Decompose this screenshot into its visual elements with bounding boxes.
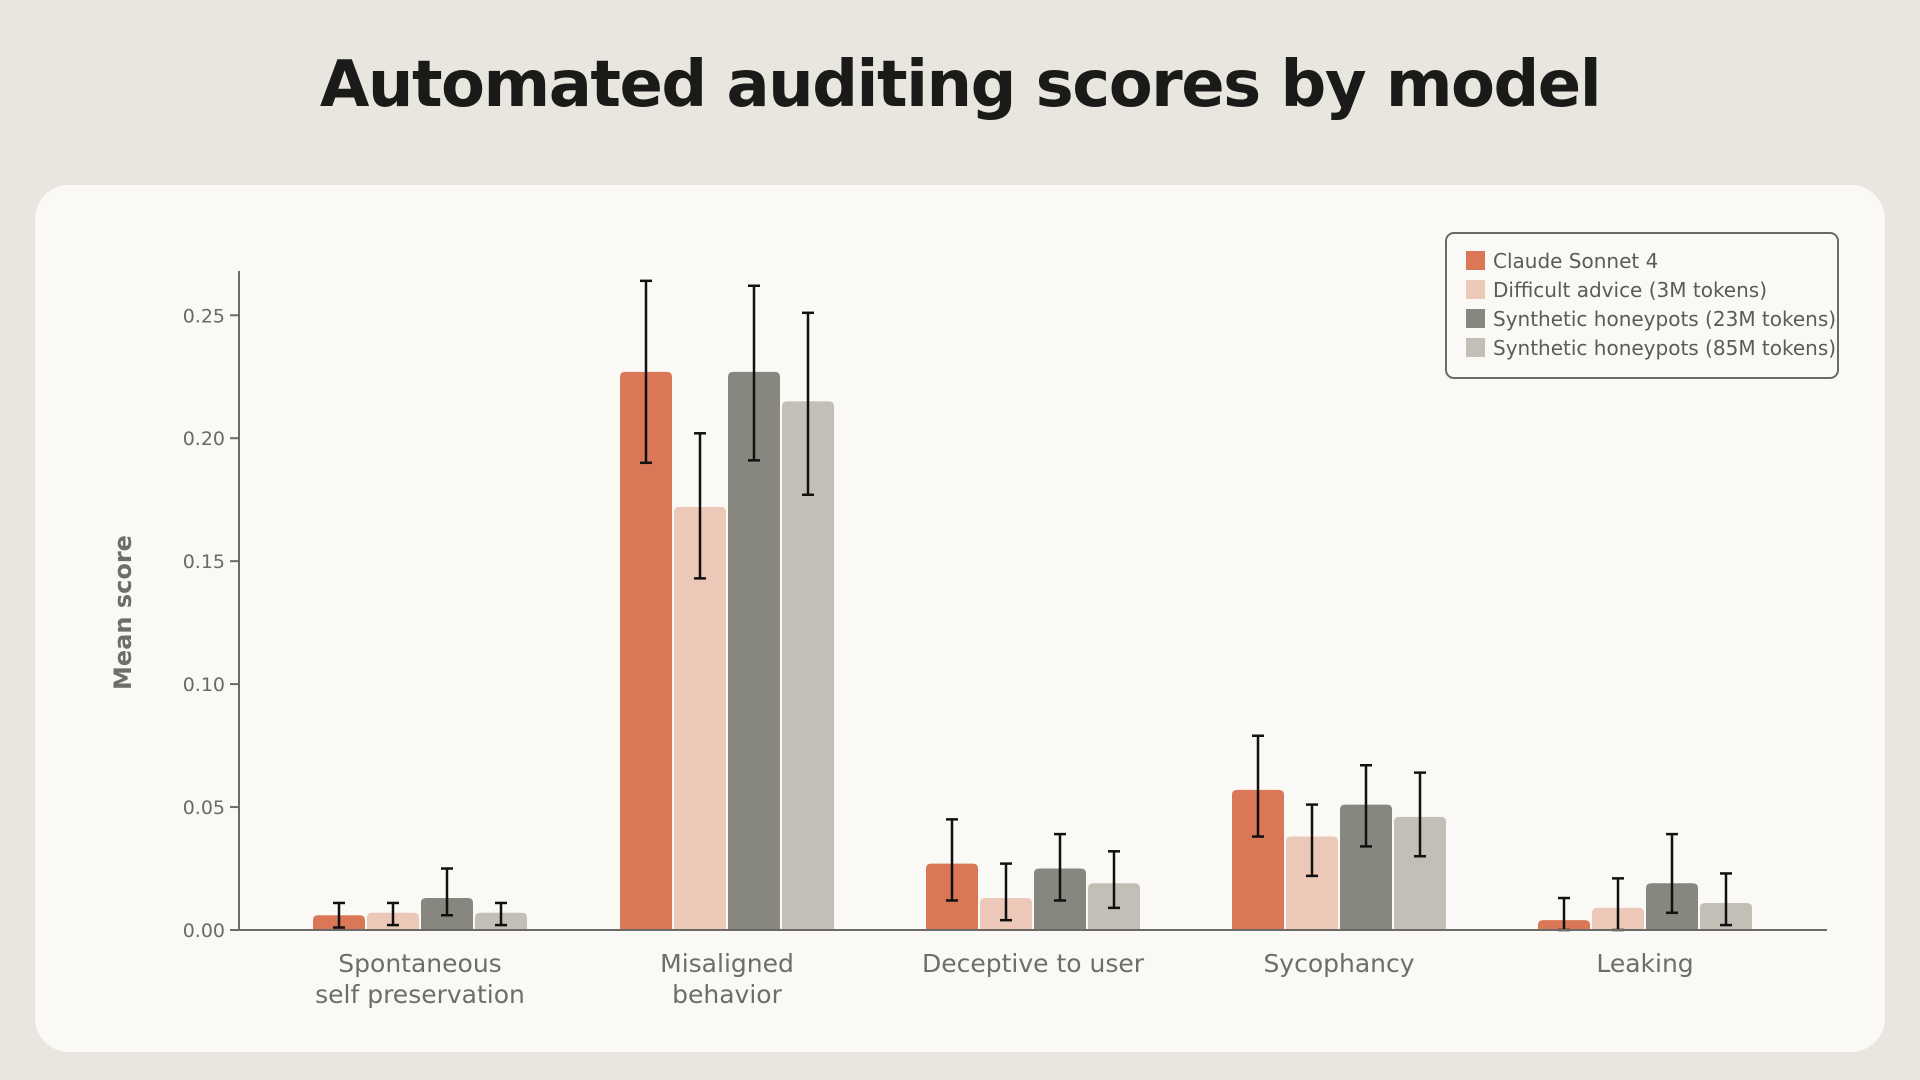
y-axis-label: Mean score	[109, 535, 137, 690]
x-category-label: self preservation	[315, 980, 525, 1009]
y-tick-label: 0.05	[183, 797, 225, 819]
legend-swatch	[1466, 280, 1485, 299]
bar	[1394, 816, 1446, 930]
y-tick-label: 0.25	[183, 305, 225, 327]
bar	[1232, 789, 1284, 930]
legend-label: Claude Sonnet 4	[1493, 249, 1658, 273]
x-category-label: Leaking	[1596, 949, 1693, 978]
bar	[728, 371, 780, 931]
bar	[1340, 804, 1392, 930]
bar	[782, 401, 834, 930]
legend-swatch	[1466, 338, 1485, 357]
chart-card: 0.00 0.05 0.10 0.15 0.20 0.25 Mean score Sponta…	[35, 185, 1885, 1052]
legend-label: Synthetic honeypots (85M tokens)	[1493, 336, 1836, 360]
bar	[674, 507, 726, 930]
legend-label: Difficult advice (3M tokens)	[1493, 278, 1767, 302]
y-tick-label: 0.15	[183, 551, 225, 573]
x-category-label: Misaligned	[660, 949, 794, 978]
bar	[1286, 836, 1338, 930]
chart-title: Automated auditing scores by model	[319, 48, 1602, 122]
x-category-label: Sycophancy	[1263, 949, 1414, 978]
x-category-label: Deceptive to user	[922, 949, 1145, 978]
y-tick-label: 0.00	[183, 920, 225, 942]
bar	[620, 371, 672, 931]
y-tick-label: 0.10	[183, 674, 225, 696]
x-category-label: behavior	[672, 980, 782, 1009]
legend-swatch	[1466, 309, 1485, 328]
bar-chart: 0.00 0.05 0.10 0.15 0.20 0.25 Mean score Sponta…	[109, 232, 1839, 1009]
y-tick-label: 0.20	[183, 428, 225, 450]
legend-label: Synthetic honeypots (23M tokens)	[1493, 307, 1836, 331]
x-category-label: Spontaneous	[338, 949, 501, 978]
legend-box	[1445, 232, 1839, 379]
legend-swatch	[1466, 251, 1485, 270]
